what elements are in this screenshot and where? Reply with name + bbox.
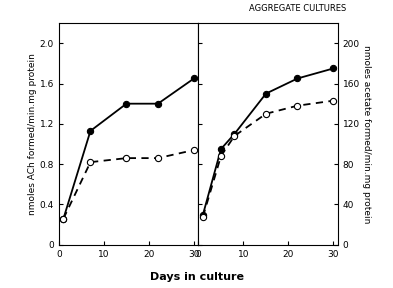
Y-axis label: nmoles acetate formed/min.mg protein: nmoles acetate formed/min.mg protein — [362, 45, 371, 223]
Y-axis label: nmoles ACh formed/min.mg protein: nmoles ACh formed/min.mg protein — [28, 53, 37, 215]
Text: AGGREGATE CULTURES: AGGREGATE CULTURES — [249, 4, 346, 13]
Text: Days in culture: Days in culture — [149, 272, 244, 282]
